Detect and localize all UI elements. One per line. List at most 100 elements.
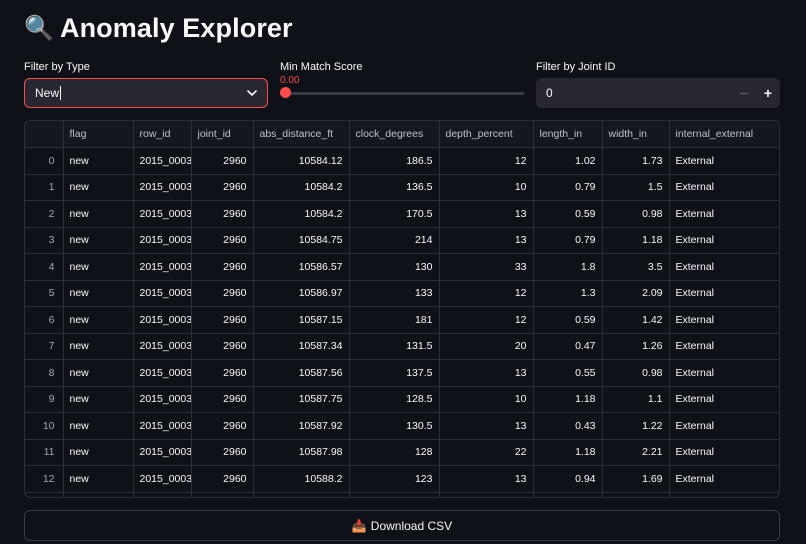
table-row[interactable]: 4new2015_00035296010586.57130331.83.5Ext… [25, 253, 779, 281]
row-index [25, 492, 64, 497]
table-cell: 20 [439, 333, 534, 360]
min-match-score-label: Min Match Score [280, 61, 363, 73]
table-cell: 0.94 [533, 465, 603, 493]
table-cell: 2015_00035 [133, 280, 192, 307]
column-header[interactable]: joint_id [191, 121, 254, 148]
table-cell: 33 [439, 253, 534, 281]
table-cell: External [669, 280, 779, 307]
table-cell: new [63, 227, 134, 254]
joint-id-input[interactable]: 0 − + [536, 78, 780, 108]
table-cell: 10584.75 [253, 227, 350, 254]
table-cell: 1.3 [533, 280, 603, 307]
table-cell: new [63, 174, 134, 201]
filter-type-value: New [35, 86, 60, 100]
table-cell: 10588.2 [253, 465, 350, 493]
download-csv-button[interactable]: 📥 Download CSV [24, 510, 780, 541]
table-cell: 2015_00035 [133, 253, 192, 281]
table-cell: 130.5 [349, 412, 440, 440]
table-cell: new [63, 147, 134, 175]
joint-id-label: Filter by Joint ID [536, 61, 616, 73]
table-cell: 1.1 [602, 386, 670, 413]
table-cell: 12 [439, 280, 534, 307]
table-row[interactable]: 8new2015_00035296010587.56137.5130.550.9… [25, 359, 779, 387]
table-cell: 136.5 [349, 174, 440, 201]
decrement-button[interactable]: − [739, 85, 749, 101]
table-cell: 22 [439, 439, 534, 466]
row-index: 12 [25, 465, 64, 493]
table-cell: 1.8 [533, 253, 603, 281]
table-cell: 2960 [191, 412, 254, 440]
table-cell: 2960 [191, 333, 254, 360]
table-cell: 2960 [191, 227, 254, 254]
table-row[interactable]: 7new2015_00035296010587.34131.5200.471.2… [25, 333, 779, 360]
column-header[interactable]: abs_distance_ft [253, 121, 350, 148]
column-header[interactable] [25, 121, 64, 148]
table-cell: 1.73 [602, 147, 670, 175]
table-cell: 0.79 [533, 227, 603, 254]
table-cell: 130 [349, 253, 440, 281]
table-cell: External [669, 439, 779, 466]
table-cell: External [669, 174, 779, 201]
table-row[interactable] [25, 492, 779, 497]
table-cell: 0.43 [533, 412, 603, 440]
page-title: 🔍 Anomaly Explorer [24, 10, 293, 46]
table-cell: 2015_00034 [133, 147, 192, 175]
table-cell: External [669, 386, 779, 413]
table-cell: 10584.2 [253, 174, 350, 201]
column-header[interactable]: depth_percent [439, 121, 534, 148]
table-cell: 2015_00035 [133, 306, 192, 334]
table-cell: 137.5 [349, 359, 440, 387]
table-row[interactable]: 10new2015_00035296010587.92130.5130.431.… [25, 412, 779, 440]
table-cell: 0.98 [602, 200, 670, 228]
slider-thumb[interactable] [280, 87, 291, 98]
table-row[interactable]: 5new2015_00035296010586.97133121.32.09Ex… [25, 280, 779, 307]
table-cell: 10587.56 [253, 359, 350, 387]
table-cell: 181 [349, 306, 440, 334]
increment-button[interactable]: + [763, 85, 773, 101]
table-row[interactable]: 2new2015_00035296010584.2170.5130.590.98… [25, 200, 779, 228]
table-cell: 2015_00035 [133, 333, 192, 360]
table-cell: new [63, 465, 134, 493]
page-title-text: Anomaly Explorer [59, 12, 293, 43]
table-cell: 2015_00035 [133, 386, 192, 413]
column-header[interactable]: width_in [602, 121, 670, 148]
table-cell: External [669, 333, 779, 360]
column-header[interactable]: flag [63, 121, 134, 148]
table-cell: 0.79 [533, 174, 603, 201]
table-cell: 2015_00035 [133, 439, 192, 466]
table-row[interactable]: 12new2015_00036296010588.2123130.941.69E… [25, 465, 779, 493]
row-index: 0 [25, 147, 64, 175]
table-cell: new [63, 439, 134, 466]
table-cell: 13 [439, 465, 534, 493]
table-cell: External [669, 359, 779, 387]
anomaly-table[interactable]: flag row_id joint_id abs_distance_ft clock_d… [24, 120, 780, 498]
table-cell: 2960 [191, 439, 254, 466]
column-header[interactable]: clock_degrees [349, 121, 440, 148]
magnifier-icon: 🔍 [24, 14, 54, 42]
column-header[interactable]: internal_external [669, 121, 779, 148]
joint-id-value[interactable]: 0 [546, 86, 553, 100]
table-cell: 131.5 [349, 333, 440, 360]
table-cell: 2.21 [602, 439, 670, 466]
column-header[interactable]: length_in [533, 121, 603, 148]
table-cell: 10587.92 [253, 412, 350, 440]
table-cell: 13 [439, 412, 534, 440]
chevron-down-icon [247, 90, 257, 96]
table-row[interactable]: 1new2015_00034296010584.2136.5100.791.5E… [25, 174, 779, 201]
row-index: 8 [25, 359, 64, 387]
table-row[interactable]: 9new2015_00035296010587.75128.5101.181.1… [25, 386, 779, 413]
table-row[interactable]: 0new2015_00034296010584.12186.5121.021.7… [25, 147, 779, 175]
table-cell: 1.22 [602, 412, 670, 440]
table-row[interactable]: 3new2015_00035296010584.75214130.791.18E… [25, 227, 779, 254]
table-cell: 2960 [191, 306, 254, 334]
table-cell: 13 [439, 200, 534, 228]
table-row[interactable]: 11new2015_00035296010587.98128221.182.21… [25, 439, 779, 466]
filter-type-select[interactable]: New [24, 78, 268, 108]
table-cell: 2015_00036 [133, 465, 192, 493]
table-cell: 10 [439, 386, 534, 413]
slider-track[interactable] [285, 92, 524, 95]
table-row[interactable]: 6new2015_00035296010587.15181120.591.42E… [25, 306, 779, 334]
column-header[interactable]: row_id [133, 121, 192, 148]
table-cell: 0.47 [533, 333, 603, 360]
